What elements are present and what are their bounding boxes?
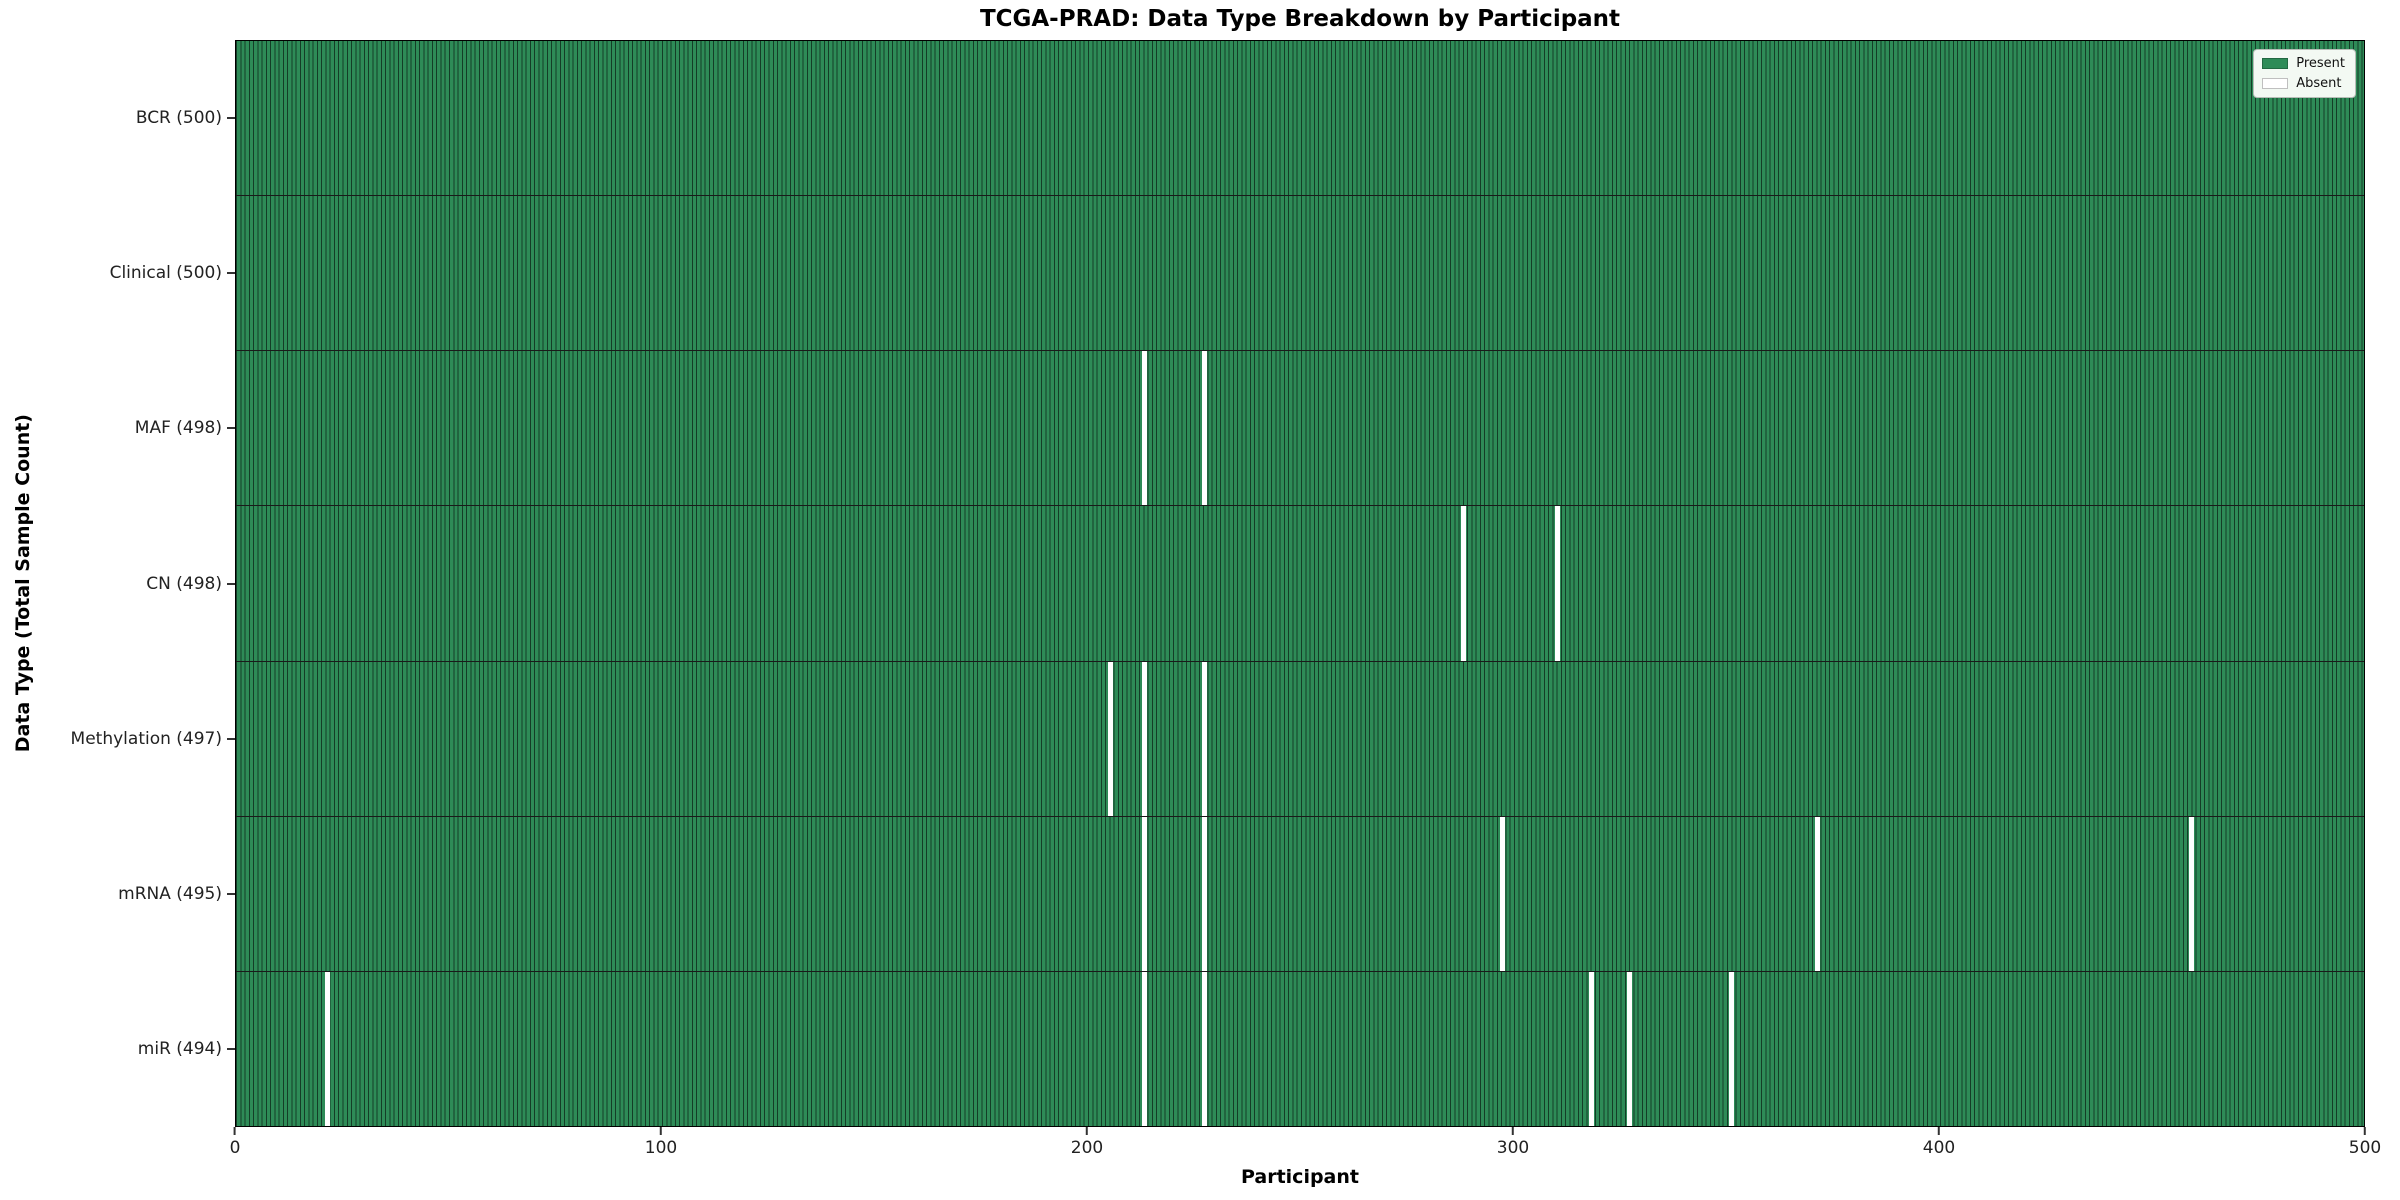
absent-mark <box>1627 971 1633 1126</box>
absent-mark <box>1499 816 1505 971</box>
legend-absent-label: Absent <box>2296 76 2342 91</box>
absent-mark <box>1201 816 1207 971</box>
legend: Present Absent <box>2253 49 2356 98</box>
absent-mark <box>2189 816 2195 971</box>
x-tick-300: 300 <box>1497 1127 1529 1158</box>
x-axis-label: Participant <box>1240 1166 1359 1188</box>
x-tick-500: 500 <box>2349 1127 2381 1158</box>
absent-mark <box>1142 971 1148 1126</box>
absent-mark <box>1729 971 1735 1126</box>
absent-mark <box>1589 971 1595 1126</box>
tick-mark <box>227 737 235 740</box>
x-tick-400: 400 <box>1923 1127 1955 1158</box>
absent-mark <box>1201 661 1207 816</box>
y-tick-MAF: MAF (498) <box>135 418 235 438</box>
tick-mark <box>659 1127 662 1135</box>
absent-mark <box>325 971 330 1126</box>
tick-mark <box>1511 1127 1514 1135</box>
absent-mark <box>1142 661 1148 816</box>
plot-area: Present Absent <box>235 40 2365 1127</box>
tick-mark <box>227 116 235 119</box>
tick-mark <box>227 427 235 430</box>
absent-mark <box>1201 351 1207 506</box>
x-tick-labels: 0 100 200 300 400 500 <box>230 1127 2381 1173</box>
row-Clinical <box>236 196 2364 352</box>
absent-mark <box>1142 351 1148 506</box>
legend-present-label: Present <box>2296 56 2345 71</box>
x-tick-label: 100 <box>644 1138 678 1158</box>
tick-mark <box>227 271 235 274</box>
y-tick-label: BCR (500) <box>135 107 222 128</box>
absent-mark <box>1201 971 1207 1126</box>
y-tick-label: miR (494) <box>137 1039 222 1060</box>
y-tick-mRNA: mRNA (495) <box>118 884 235 904</box>
row-mRNA <box>236 816 2364 972</box>
row-CN <box>236 506 2364 662</box>
y-tick-Clinical: Clinical (500) <box>110 263 235 283</box>
y-tick-label: mRNA (495) <box>118 884 222 905</box>
row-MAF <box>236 351 2364 507</box>
legend-item-present: Present <box>2262 56 2345 71</box>
y-tick-CN: CN (498) <box>146 574 235 594</box>
tick-mark <box>2363 1127 2366 1135</box>
x-tick-100: 100 <box>645 1127 677 1158</box>
x-tick-label: 0 <box>229 1138 241 1158</box>
y-tick-label: MAF (498) <box>134 418 222 439</box>
chart-title: TCGA-PRAD: Data Type Breakdown by Partic… <box>979 6 1621 32</box>
absent-mark <box>1108 661 1114 816</box>
absent-mark <box>1461 506 1467 661</box>
legend-item-absent: Absent <box>2262 76 2345 91</box>
absent-mark <box>1142 816 1148 971</box>
x-tick-label: 300 <box>1496 1138 1530 1158</box>
y-tick-label: Clinical (500) <box>109 262 222 283</box>
tick-mark <box>1085 1127 1088 1135</box>
row-miR <box>236 971 2364 1126</box>
tick-mark <box>227 582 235 585</box>
absent-swatch-icon <box>2262 78 2289 89</box>
tick-mark <box>233 1127 236 1135</box>
row-BCR <box>236 41 2364 197</box>
y-tick-BCR: BCR (500) <box>136 108 235 128</box>
absent-mark <box>1554 506 1560 661</box>
tick-mark <box>1937 1127 1940 1135</box>
row-Methylation <box>236 661 2364 817</box>
present-swatch-icon <box>2262 58 2289 69</box>
x-tick-0: 0 <box>229 1127 241 1158</box>
x-tick-200: 200 <box>1071 1127 1103 1158</box>
x-tick-label: 500 <box>2348 1138 2382 1158</box>
y-tick-label: Methylation (497) <box>70 728 222 749</box>
y-tick-miR: miR (494) <box>138 1039 235 1059</box>
y-tick-Methylation: Methylation (497) <box>71 729 235 749</box>
absent-mark <box>1814 816 1820 971</box>
tick-mark <box>227 1048 235 1051</box>
y-tick-label: CN (498) <box>146 573 222 594</box>
tick-mark <box>227 893 235 896</box>
x-tick-label: 400 <box>1922 1138 1956 1158</box>
y-tick-labels: BCR (500) Clinical (500) MAF (498) CN (498)… <box>0 40 235 1127</box>
x-tick-label: 200 <box>1070 1138 1104 1158</box>
